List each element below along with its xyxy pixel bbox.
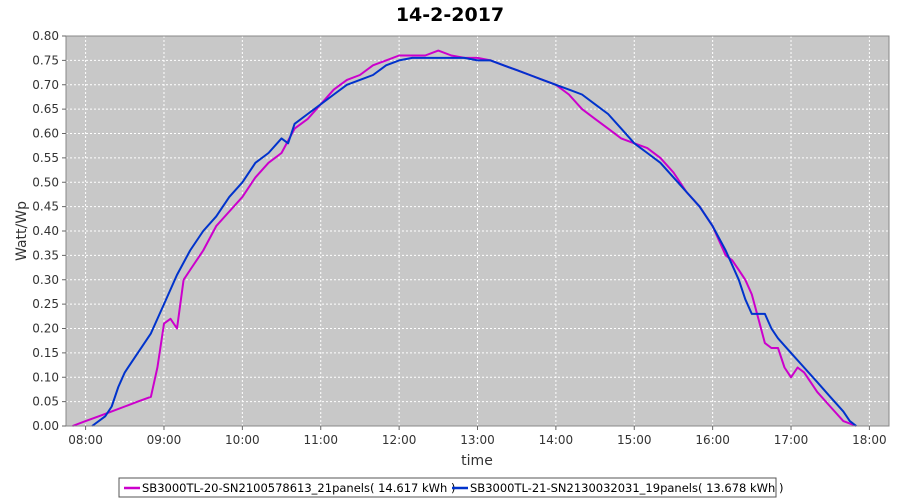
plot-area [66, 36, 889, 426]
y-tick-label: 0.35 [32, 248, 59, 262]
y-tick-label: 0.60 [32, 127, 59, 141]
y-tick-label: 0.05 [32, 395, 59, 409]
x-tick-label: 18:00 [852, 433, 887, 447]
legend: SB3000TL-20-SN2100578613_21panels( 14.61… [118, 477, 783, 498]
x-axis: 08:00 09:00 10:00 11:00 12:00 13:00 14:00 15:00… [68, 426, 887, 447]
x-tick-label: 13:00 [460, 433, 495, 447]
x-tick-label: 08:00 [68, 433, 103, 447]
y-tick-label: 0.30 [32, 273, 59, 287]
legend-label-series-2: SB3000TL-21-SN2130032031_19panels( 13.67… [470, 481, 783, 495]
x-tick-label: 17:00 [774, 433, 809, 447]
y-tick-label: 0.25 [32, 297, 59, 311]
y-tick-label: 0.80 [32, 29, 59, 43]
y-tick-label: 0.40 [32, 224, 59, 238]
x-tick-label: 12:00 [382, 433, 417, 447]
x-tick-label: 15:00 [617, 433, 652, 447]
x-tick-label: 10:00 [225, 433, 260, 447]
y-tick-label: 0.00 [32, 419, 59, 433]
x-axis-title: time [461, 453, 493, 469]
legend-box [118, 477, 777, 498]
y-tick-label: 0.15 [32, 346, 59, 360]
x-tick-label: 14:00 [539, 433, 574, 447]
y-axis-title: Watt/Wp [14, 201, 30, 261]
series-layer [72, 49, 857, 427]
chart-title: 14-2-2017 [396, 4, 504, 26]
y-tick-label: 0.65 [32, 102, 59, 116]
x-tick-label: 09:00 [147, 433, 182, 447]
x-tick-label: 16:00 [695, 433, 730, 447]
y-tick-label: 0.50 [32, 175, 59, 189]
gridlines [66, 36, 889, 426]
y-tick-label: 0.75 [32, 53, 59, 67]
y-tick-label: 0.20 [32, 322, 59, 336]
series-line-2 [91, 56, 857, 427]
y-tick-label: 0.10 [32, 370, 59, 384]
y-tick-label: 0.70 [32, 78, 59, 92]
y-tick-label: 0.55 [32, 151, 59, 165]
legend-label-series-1: SB3000TL-20-SN2100578613_21panels( 14.61… [142, 481, 455, 495]
x-tick-label: 11:00 [303, 433, 338, 447]
y-tick-label: 0.45 [32, 200, 59, 214]
y-axis: 0.00 0.05 0.10 0.15 0.20 0.25 0.30 0.35 0.40 0.45… [32, 29, 66, 433]
